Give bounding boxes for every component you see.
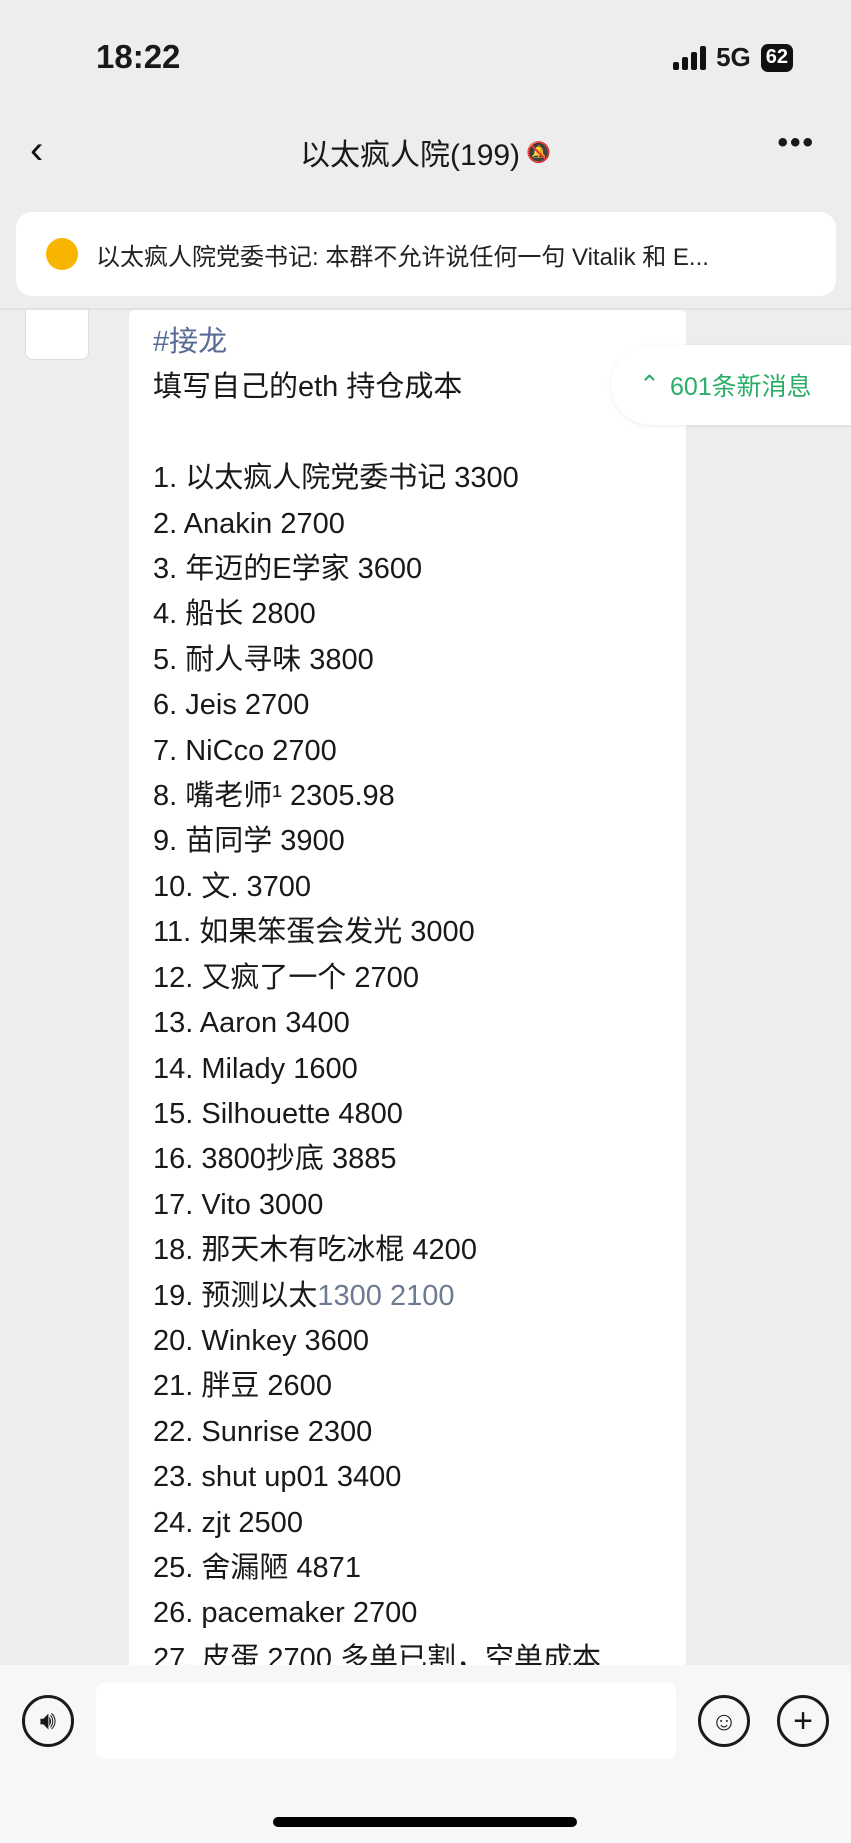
entry-item: 15. Silhouette 4800 [153,1092,686,1137]
entry-item: 19. 预测以太1300 2100 [153,1274,686,1319]
entry-text: 14. Milady 1600 [153,1052,358,1085]
entry-text: 2. Anakin 2700 [153,507,345,540]
entry-item: 12. 又疯了一个 2700 [153,956,686,1001]
chat-area[interactable]: #接龙 填写自己的eth 持仓成本 1. 以太疯人院党委书记 3300 2. An… [0,310,851,1665]
new-messages-button[interactable]: ⌃ 601条新消息 [611,345,851,425]
entry-text: 6. Jeis 2700 [153,689,310,722]
chat-title: 以太疯人院(199) [300,139,521,172]
entry-text: 11. 如果笨蛋会发光 3000 [153,916,475,949]
message-bubble[interactable]: #接龙 填写自己的eth 持仓成本 1. 以太疯人院党委书记 3300 2. An… [129,310,686,1665]
entry-text: 27. 皮蛋 2700 多单已割，空单成本 [153,1642,601,1665]
pinned-announcement[interactable]: 以太疯人院党委书记: 本群不允许说任何一句 Vitalik 和 E... [16,212,836,296]
avatar[interactable] [25,310,89,360]
entry-text: 1. 以太疯人院党委书记 3300 [153,462,519,495]
entry-text: 25. 舍漏陋 4871 [153,1551,361,1584]
topic-tag[interactable]: #接龙 [153,326,228,358]
entry-text: 21. 胖豆 2600 [153,1370,332,1403]
entry-item: 9. 苗同学 3900 [153,819,686,864]
entry-item: 17. Vito 3000 [153,1183,686,1228]
entry-text: 23. shut up01 3400 [153,1461,402,1494]
entry-item: 11. 如果笨蛋会发光 3000 [153,910,686,955]
entry-text: 26. pacemaker 2700 [153,1597,418,1630]
entry-text: 12. 又疯了一个 2700 [153,961,419,994]
status-time: 18:22 [96,38,181,75]
voice-input-icon[interactable]: 🔊︎ [22,1695,74,1747]
entry-item: 27. 皮蛋 2700 多单已割，空单成本 [153,1637,686,1665]
entry-text: 5. 耐人寻味 3800 [153,643,374,676]
entry-text: 9. 苗同学 3900 [153,825,345,858]
divider [0,308,851,310]
entry-text: 13. Aaron 3400 [153,1007,350,1040]
entry-item: 18. 那天木有吃冰棍 4200 [153,1228,686,1273]
mute-bell-icon: 🔕 [526,141,551,164]
entry-item: 1. 以太疯人院党委书记 3300 [153,456,686,501]
entry-item: 13. Aaron 3400 [153,1001,686,1046]
entry-text: 8. 嘴老师¹ 2305.98 [153,780,395,813]
chat-header: 以太疯人院(199) 🔕 [0,130,851,174]
entry-item: 2. Anakin 2700 [153,502,686,547]
announcement-icon [46,238,78,270]
entry-item: 7. NiCco 2700 [153,729,686,774]
plus-icon[interactable]: + [777,1695,829,1747]
entry-item: 23. shut up01 3400 [153,1455,686,1500]
entry-text: 4. 船长 2800 [153,598,316,631]
entry-item: 6. Jeis 2700 [153,683,686,728]
input-bar: 🔊︎ ☺ + [0,1665,851,1843]
entry-item: 26. pacemaker 2700 [153,1591,686,1636]
entry-list: 1. 以太疯人院党委书记 3300 2. Anakin 2700 3. 年迈的E学家… [153,456,686,1665]
entry-text: 7. NiCco 2700 [153,734,337,767]
entry-item: 22. Sunrise 2300 [153,1410,686,1455]
emoji-icon[interactable]: ☺ [698,1695,750,1747]
phone-number-link[interactable]: 1300 2100 [317,1279,455,1312]
entry-text: 18. 那天木有吃冰棍 4200 [153,1234,477,1267]
entry-text: 3. 年迈的E学家 3600 [153,553,423,586]
message-prompt: 填写自己的eth 持仓成本 [153,371,463,404]
status-indicators: 5G 62 [673,42,793,73]
entry-text: 22. Sunrise 2300 [153,1415,373,1448]
entry-item: 25. 舍漏陋 4871 [153,1546,686,1591]
entry-item: 3. 年迈的E学家 3600 [153,547,686,592]
entry-item: 10. 文. 3700 [153,865,686,910]
blank-line [153,411,686,456]
network-type: 5G [716,42,751,72]
entry-text: 17. Vito 3000 [153,1188,324,1221]
entry-text: 24. zjt 2500 [153,1506,303,1539]
entry-item: 24. zjt 2500 [153,1501,686,1546]
entry-text: 19. 预测以太 [153,1279,318,1312]
back-button[interactable]: ‹ [30,128,44,172]
entry-text: 20. Winkey 3600 [153,1324,370,1357]
entry-item: 20. Winkey 3600 [153,1319,686,1364]
battery-icon: 62 [760,43,793,72]
entry-item: 21. 胖豆 2600 [153,1364,686,1409]
announcement-text: 以太疯人院党委书记: 本群不允许说任何一句 Vitalik 和 E... [96,243,709,271]
home-indicator [273,1817,577,1827]
entry-text: 10. 文. 3700 [153,870,311,903]
entry-item: 14. Milady 1600 [153,1047,686,1092]
entry-item: 8. 嘴老师¹ 2305.98 [153,774,686,819]
signal-icon [673,45,707,70]
entry-text: 16. 3800抄底 3885 [153,1143,397,1176]
message-input[interactable] [96,1683,676,1759]
entry-item: 16. 3800抄底 3885 [153,1137,686,1182]
entry-item: 4. 船长 2800 [153,592,686,637]
entry-item: 5. 耐人寻味 3800 [153,638,686,683]
entry-text: 15. Silhouette 4800 [153,1097,403,1130]
new-messages-label: 601条新消息 [669,373,812,401]
double-chevron-up-icon: ⌃ [639,371,660,399]
more-options-button[interactable]: ••• [777,126,815,159]
